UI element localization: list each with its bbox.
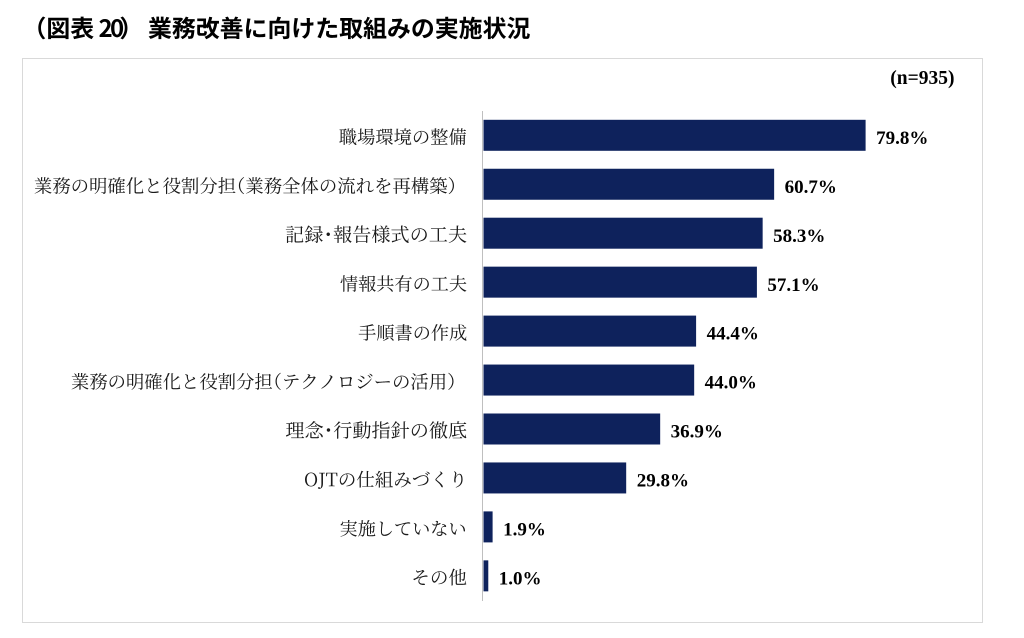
svg-text:44.4%: 44.4% (707, 324, 759, 345)
svg-text:57.1%: 57.1% (767, 275, 819, 296)
svg-text:60.7%: 60.7% (785, 177, 837, 198)
svg-text:1.0%: 1.0% (499, 568, 542, 589)
svg-text:79.8%: 79.8% (876, 128, 928, 149)
svg-text:58.3%: 58.3% (773, 226, 825, 247)
svg-text:1.9%: 1.9% (503, 520, 546, 541)
svg-text:44.0%: 44.0% (705, 373, 757, 394)
svg-text:(n=935): (n=935) (890, 68, 954, 89)
svg-text:29.8%: 29.8% (637, 471, 689, 492)
svg-text:36.9%: 36.9% (671, 422, 723, 443)
